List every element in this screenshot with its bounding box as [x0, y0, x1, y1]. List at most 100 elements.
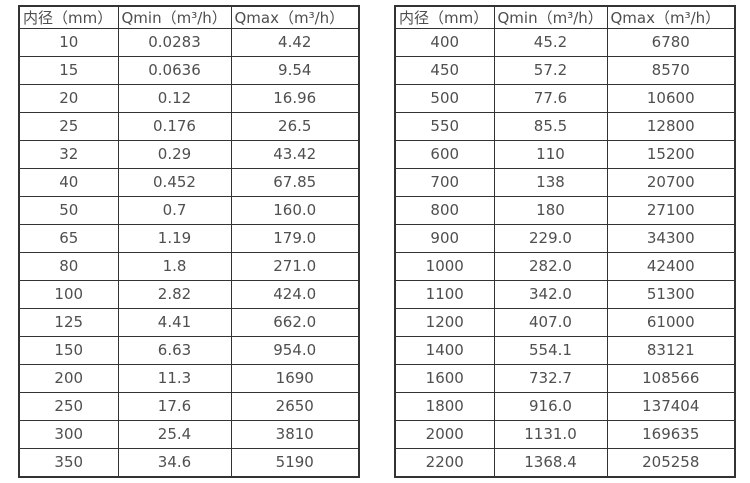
table-row: 20 0.12 16.96 [18, 83, 360, 113]
table-row: 1100 342.0 51300 [394, 279, 736, 309]
table-row: 15 0.0636 9.54 [18, 55, 360, 85]
cell: 229.0 [493, 223, 608, 253]
cell: 125 [18, 307, 119, 337]
cell: 150 [18, 335, 119, 365]
cell: 137404 [606, 391, 736, 421]
cell: 2200 [394, 447, 495, 478]
table-row: 1000 282.0 42400 [394, 251, 736, 281]
cell: 1.8 [117, 251, 232, 281]
flow-table-left: 内径（mm） Qmin（m³/h） Qmax（m³/h） 10 0.0283 4.42 1… [18, 5, 360, 478]
cell: 1600 [394, 363, 495, 393]
cell: 8570 [606, 55, 736, 85]
cell: 100 [18, 279, 119, 309]
cell: 0.0283 [117, 28, 232, 57]
cell: 65 [18, 223, 119, 253]
cell: 4.42 [230, 28, 360, 57]
table-row: 800 180 27100 [394, 195, 736, 225]
cell: 5190 [230, 447, 360, 478]
cell: 108566 [606, 363, 736, 393]
cell: 15200 [606, 139, 736, 169]
cell: 43.42 [230, 139, 360, 169]
cell: 0.0636 [117, 55, 232, 85]
cell: 400 [394, 28, 495, 57]
cell: 554.1 [493, 335, 608, 365]
cell: 10600 [606, 83, 736, 113]
cell: 6780 [606, 28, 736, 57]
cell: 25.4 [117, 419, 232, 449]
table-row: 900 229.0 34300 [394, 223, 736, 253]
cell: 11.3 [117, 363, 232, 393]
column-header: Qmin（m³/h） [117, 5, 232, 29]
table-row: 250 17.6 2650 [18, 391, 360, 421]
cell: 700 [394, 167, 495, 197]
cell: 34.6 [117, 447, 232, 478]
flow-table-right: 内径（mm） Qmin（m³/h） Qmax（m³/h） 400 45.2 6780 45… [394, 5, 736, 478]
cell: 282.0 [493, 251, 608, 281]
table-row: 80 1.8 271.0 [18, 251, 360, 281]
cell: 67.85 [230, 167, 360, 197]
cell: 250 [18, 391, 119, 421]
cell: 16.96 [230, 83, 360, 113]
cell: 15 [18, 55, 119, 85]
table-row: 2200 1368.4 205258 [394, 447, 736, 478]
cell: 0.29 [117, 139, 232, 169]
table-row: 50 0.7 160.0 [18, 195, 360, 225]
cell: 1.19 [117, 223, 232, 253]
cell: 407.0 [493, 307, 608, 337]
cell: 271.0 [230, 251, 360, 281]
table-row: 600 110 15200 [394, 139, 736, 169]
table-row: 1800 916.0 137404 [394, 391, 736, 421]
table-row: 100 2.82 424.0 [18, 279, 360, 309]
column-header: 内径（mm） [394, 5, 495, 29]
cell: 350 [18, 447, 119, 478]
cell: 45.2 [493, 28, 608, 57]
cell: 10 [18, 28, 119, 57]
cell: 2000 [394, 419, 495, 449]
table-row: 300 25.4 3810 [18, 419, 360, 449]
cell: 1368.4 [493, 447, 608, 478]
cell: 20 [18, 83, 119, 113]
cell: 1690 [230, 363, 360, 393]
table-body: 10 0.0283 4.42 15 0.0636 9.54 20 0.12 16.96 25 0.1… [18, 28, 360, 478]
cell: 42400 [606, 251, 736, 281]
cell: 342.0 [493, 279, 608, 309]
cell: 85.5 [493, 111, 608, 141]
cell: 110 [493, 139, 608, 169]
cell: 900 [394, 223, 495, 253]
cell: 732.7 [493, 363, 608, 393]
table-row: 125 4.41 662.0 [18, 307, 360, 337]
cell: 424.0 [230, 279, 360, 309]
header-row: 内径（mm） Qmin（m³/h） Qmax（m³/h） [394, 5, 736, 29]
cell: 662.0 [230, 307, 360, 337]
table-row: 450 57.2 8570 [394, 55, 736, 85]
cell: 0.12 [117, 83, 232, 113]
cell: 1000 [394, 251, 495, 281]
table-row: 150 6.63 954.0 [18, 335, 360, 365]
cell: 1200 [394, 307, 495, 337]
cell: 17.6 [117, 391, 232, 421]
cell: 0.176 [117, 111, 232, 141]
cell: 180 [493, 195, 608, 225]
table-header: 内径（mm） Qmin（m³/h） Qmax（m³/h） [394, 5, 736, 29]
cell: 179.0 [230, 223, 360, 253]
cell: 450 [394, 55, 495, 85]
cell: 500 [394, 83, 495, 113]
cell: 0.452 [117, 167, 232, 197]
table-row: 400 45.2 6780 [394, 28, 736, 57]
cell: 160.0 [230, 195, 360, 225]
table-row: 32 0.29 43.42 [18, 139, 360, 169]
cell: 40 [18, 167, 119, 197]
cell: 34300 [606, 223, 736, 253]
cell: 50 [18, 195, 119, 225]
cell: 3810 [230, 419, 360, 449]
cell: 6.63 [117, 335, 232, 365]
table-header: 内径（mm） Qmin（m³/h） Qmax（m³/h） [18, 5, 360, 29]
table-row: 550 85.5 12800 [394, 111, 736, 141]
cell: 57.2 [493, 55, 608, 85]
table-row: 500 77.6 10600 [394, 83, 736, 113]
table-row: 700 138 20700 [394, 167, 736, 197]
table-row: 1400 554.1 83121 [394, 335, 736, 365]
column-header: 内径（mm） [18, 5, 119, 29]
cell: 32 [18, 139, 119, 169]
